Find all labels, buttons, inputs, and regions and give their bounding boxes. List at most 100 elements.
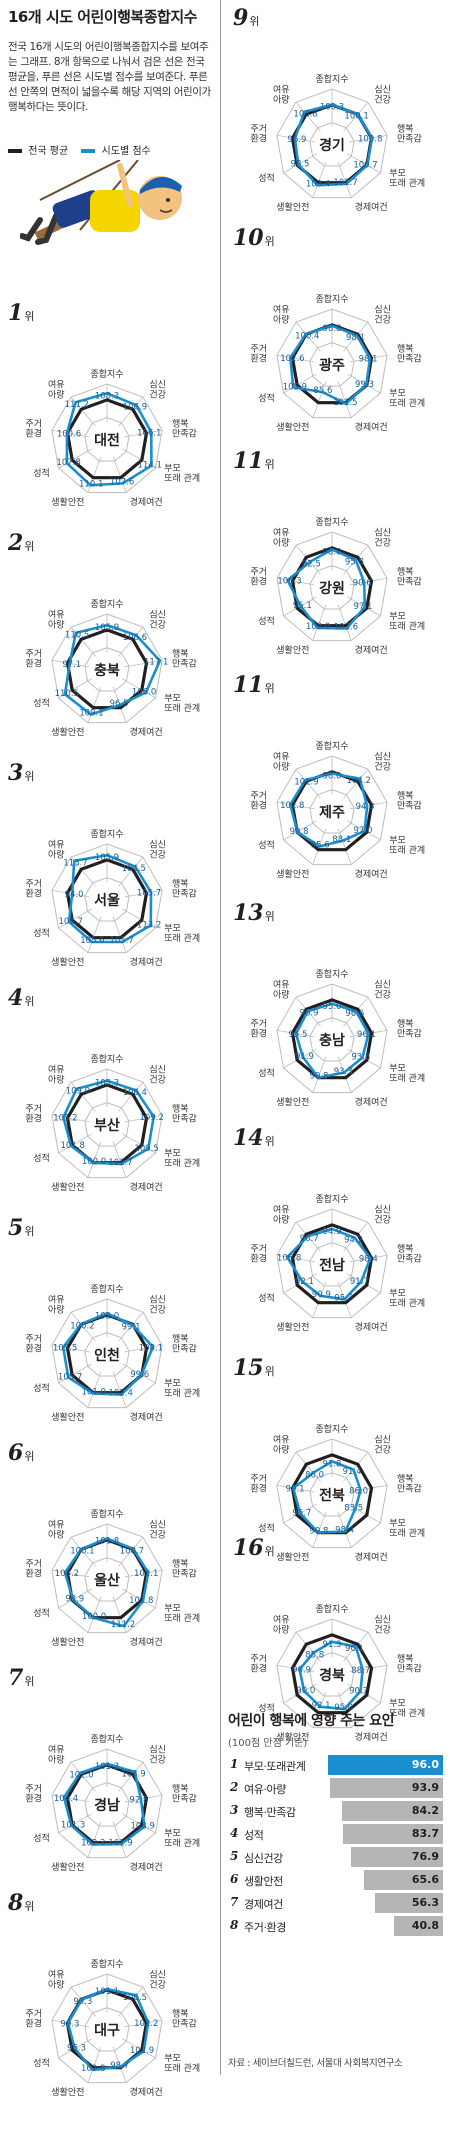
data-value-label: 104.7 [59,917,83,927]
radar-chart: 전남 94.994.2 98.4 91.7 95.390.9 92.1 106.8 96.7 종… [250,1194,425,1333]
data-value-label: 95.6 [311,841,330,851]
data-value-label: 99.8 [310,1527,329,1537]
axis-label: 행복 만족감 [172,2008,197,2030]
data-value-label: 96.9 [300,1009,319,1019]
data-value-label: 104.4 [54,1794,78,1804]
data-value-label: 83.5 [344,1504,363,1514]
axis-label: 성적 [258,392,275,404]
region-score-series [62,1762,146,1846]
rank-number: 1 [8,300,24,326]
data-value-label: 96.9 [287,135,306,145]
axis-label: 주거 환경 [250,1654,267,1675]
rank-label: 9위 [233,5,259,31]
data-value-label: 106.8 [277,1253,301,1263]
swing-child-illustration [20,160,182,245]
data-value-label: 103.8 [293,110,317,120]
rank-suffix: 위 [24,770,35,783]
axis-label: 여유 아량 [48,1518,65,1540]
axis-label: 심신 건강 [374,1614,391,1635]
data-value-label: 108.3 [95,391,119,401]
data-value-label: 99.3 [61,2020,80,2030]
region-name: 대전 [94,432,120,449]
axis-label: 심신 건강 [374,84,391,105]
axis-label: 심신 건강 [374,979,391,1000]
axis-label: 주거 환경 [250,1474,267,1495]
rank-label: 7위 [8,1665,34,1691]
radar-chart: 전북91.891.486.083.598.499.895.799.186.0종합… [250,1424,425,1563]
data-value-label: 88.1 [332,835,351,845]
axis-label: 주거 환경 [25,1334,42,1355]
factor-value: 96.0 [411,1758,439,1771]
region-name-badge [314,347,350,383]
data-value-label: 106.1 [137,429,161,439]
axis-label: 주거 환경 [25,2009,42,2030]
axis-label: 심신 건강 [149,1969,166,1990]
data-value-label: 103.0 [306,622,330,632]
axis-label: 부모 또래 관계 [389,168,425,189]
data-value-label: 101.8 [129,1596,153,1606]
rank-label: 16위 [233,1535,275,1561]
axis-label: 행복 만족감 [397,123,422,145]
factor-row: 3 행복·만족감 84.2 [228,1801,446,1821]
data-value-label: 96.1 [357,1030,376,1040]
data-value-label: 105.7 [58,1372,82,1382]
axis-label: 행복 만족감 [172,878,197,900]
axis-label: 행복 만족감 [397,790,422,812]
axis-label: 행복 만족감 [397,1473,422,1495]
region-name-badge [314,127,350,163]
data-value-label: 113.7 [63,859,87,869]
data-value-label: 98.0 [323,548,342,558]
axis-label: 여유 아량 [273,83,290,105]
region-score-series [293,103,374,187]
radar-panel: 14위 전남 94.9 94.2 98.4 91.7 95.3 90.9 92.1 106.8 96… [225,1125,440,1375]
region-name: 전남 [319,1257,345,1274]
data-value-label: 101.1 [95,1987,119,1997]
axis-label: 행복 만족감 [172,1333,197,1355]
region-name-badge [89,1107,125,1143]
data-value-label: 98.0 [323,772,342,782]
axis-label: 생활안전 [51,726,84,738]
axis-label: 경제여건 [130,1181,163,1193]
data-value-label: 109.1 [79,709,103,719]
data-value-label: 97.1 [354,602,373,612]
data-value-label: 107.6 [110,478,134,488]
data-value-label: 90.9 [312,1290,331,1300]
data-value-label: 109.2 [140,1113,164,1123]
axis-label: 주거 환경 [25,1784,42,1805]
factor-value: 65.6 [411,1873,439,1886]
rank-suffix: 위 [264,1545,275,1558]
data-value-label: 101.7 [108,1158,132,1168]
axis-label: 경제여건 [130,496,163,508]
data-value-label: 100.8 [358,134,382,144]
data-value-label: 96.1 [345,1644,364,1654]
rank-suffix: 위 [264,1365,275,1378]
factor-bar [375,1893,443,1913]
data-value-label: 117.1 [144,657,168,667]
factor-label: 행복·만족감 [244,1806,296,1819]
factor-bar [327,1755,443,1775]
radar-grid-ring [84,1782,130,1827]
factor-value: 40.8 [411,1919,439,1932]
region-name-badge [314,1247,350,1283]
data-value-label: 109.0 [66,1086,90,1096]
region-name-badge [314,1477,350,1513]
data-value-label: 90.7 [349,1686,368,1696]
data-value-label: 101.5 [333,398,357,408]
radar-grid-ring [51,843,163,954]
factor-bar [341,1801,443,1821]
region-name: 경남 [94,1797,120,1814]
axis-label: 경제여건 [355,1731,388,1743]
axis-label: 생활안전 [276,201,309,213]
axis-label: 생활안전 [51,1636,84,1648]
rank-suffix: 위 [24,540,35,553]
radar-panel: 2위 충북 105.9 106.6 117.1 106.0 96.5 109.1 110.5 97… [0,530,215,780]
data-value-label: 101.3 [61,1821,85,1831]
data-value-label: 105.5 [53,1344,77,1354]
data-value-label: 99.1 [286,1485,305,1495]
axis-label: 부모 또래 관계 [389,1288,425,1309]
radar-panel: 1위 대전 108.3 106.9 106.1 114.1 107.6 110.1 107.8 1… [0,300,215,550]
rank-label: 4위 [8,985,34,1011]
data-value-label: 91.8 [323,1459,342,1469]
region-name-badge [89,422,125,458]
